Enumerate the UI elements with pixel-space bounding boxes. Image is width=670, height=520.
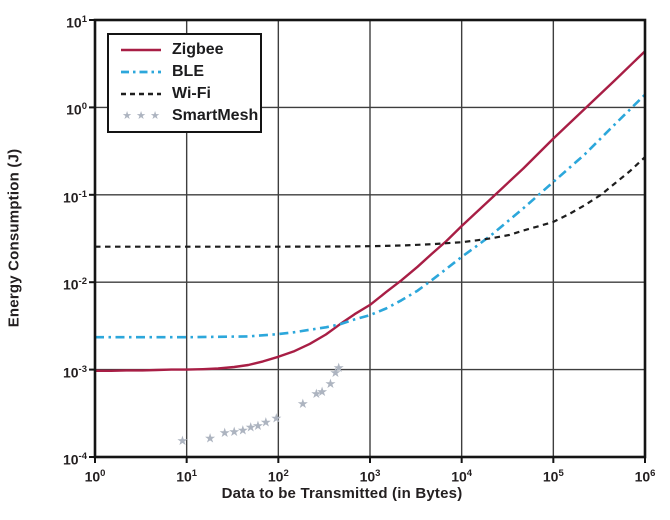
legend-star-glyph: ★ bbox=[136, 110, 146, 122]
y-tick-label-10e-4: 10-4 bbox=[62, 451, 87, 468]
legend-marker-zigbee bbox=[121, 48, 161, 52]
y-tick-label-10e1: 101 bbox=[66, 14, 87, 31]
smartmesh-star-marker: ★ bbox=[333, 360, 345, 375]
smartmesh-star-marker: ★ bbox=[219, 425, 231, 440]
legend-item-wi-fi: Wi-Fi bbox=[119, 83, 258, 105]
x-tick-label-10e6: 106 bbox=[634, 468, 656, 485]
series-zigbee-line bbox=[95, 50, 646, 372]
series-ble-line bbox=[95, 93, 646, 339]
y-tick-label-10e-1: 10-1 bbox=[62, 188, 87, 206]
y-axis-title: Energy Consumption (J) bbox=[5, 148, 23, 328]
smartmesh-star-marker: ★ bbox=[245, 420, 257, 435]
legend-marker-smartmesh: ★ ★ ★ bbox=[122, 110, 160, 122]
x-tick-label-10e5: 105 bbox=[542, 468, 564, 485]
plot-border bbox=[93, 18, 647, 459]
legend-label-ble: BLE bbox=[172, 63, 204, 80]
legend-label-smartmesh: SmartMesh bbox=[172, 107, 259, 124]
legend-item-zigbee: Zigbee bbox=[119, 39, 258, 61]
legend-item-ble: BLE bbox=[119, 61, 258, 83]
x-tick-label-10e4: 104 bbox=[451, 468, 473, 485]
x-tick-label-10e2: 102 bbox=[267, 468, 289, 485]
smartmesh-star-marker: ★ bbox=[237, 422, 249, 437]
smartmesh-star-marker: ★ bbox=[228, 424, 240, 439]
smartmesh-star-marker: ★ bbox=[297, 396, 309, 411]
smartmesh-star-marker: ★ bbox=[311, 386, 323, 401]
x-axis-title: Data to be Transmitted (in Bytes) bbox=[221, 485, 463, 502]
smartmesh-star-marker: ★ bbox=[252, 418, 264, 433]
y-tick-label-10e0: 100 bbox=[66, 101, 87, 119]
smartmesh-star-marker: ★ bbox=[330, 365, 342, 380]
smartmesh-star-marker: ★ bbox=[270, 410, 282, 425]
smartmesh-star-marker: ★ bbox=[204, 430, 216, 445]
legend-item-smartmesh: ★ ★ ★ SmartMesh bbox=[119, 105, 258, 127]
y-tick-label-10e-3: 10-3 bbox=[62, 363, 87, 381]
series-wi-fi-line bbox=[95, 156, 646, 248]
smartmesh-star-marker: ★ bbox=[177, 433, 189, 448]
x-tick-label-10e3: 103 bbox=[359, 468, 381, 485]
x-tick-label-10e0: 100 bbox=[84, 468, 106, 485]
legend-marker-ble bbox=[121, 70, 161, 74]
legend: Zigbee BLE Wi-Fi ★ ★ ★ SmartMesh bbox=[107, 33, 262, 133]
y-tick-label-10e-2: 10-2 bbox=[62, 276, 87, 293]
smartmesh-star-marker: ★ bbox=[325, 376, 337, 391]
legend-label-zigbee: Zigbee bbox=[172, 41, 224, 58]
legend-star-glyph: ★ bbox=[122, 110, 132, 122]
x-tick-label-10e1: 101 bbox=[176, 468, 198, 485]
smartmesh-star-marker: ★ bbox=[316, 384, 328, 399]
smartmesh-star-marker: ★ bbox=[260, 415, 272, 430]
legend-marker-wi-fi bbox=[121, 92, 161, 96]
legend-label-wi-fi: Wi-Fi bbox=[172, 85, 211, 102]
legend-star-glyph: ★ bbox=[150, 110, 160, 122]
